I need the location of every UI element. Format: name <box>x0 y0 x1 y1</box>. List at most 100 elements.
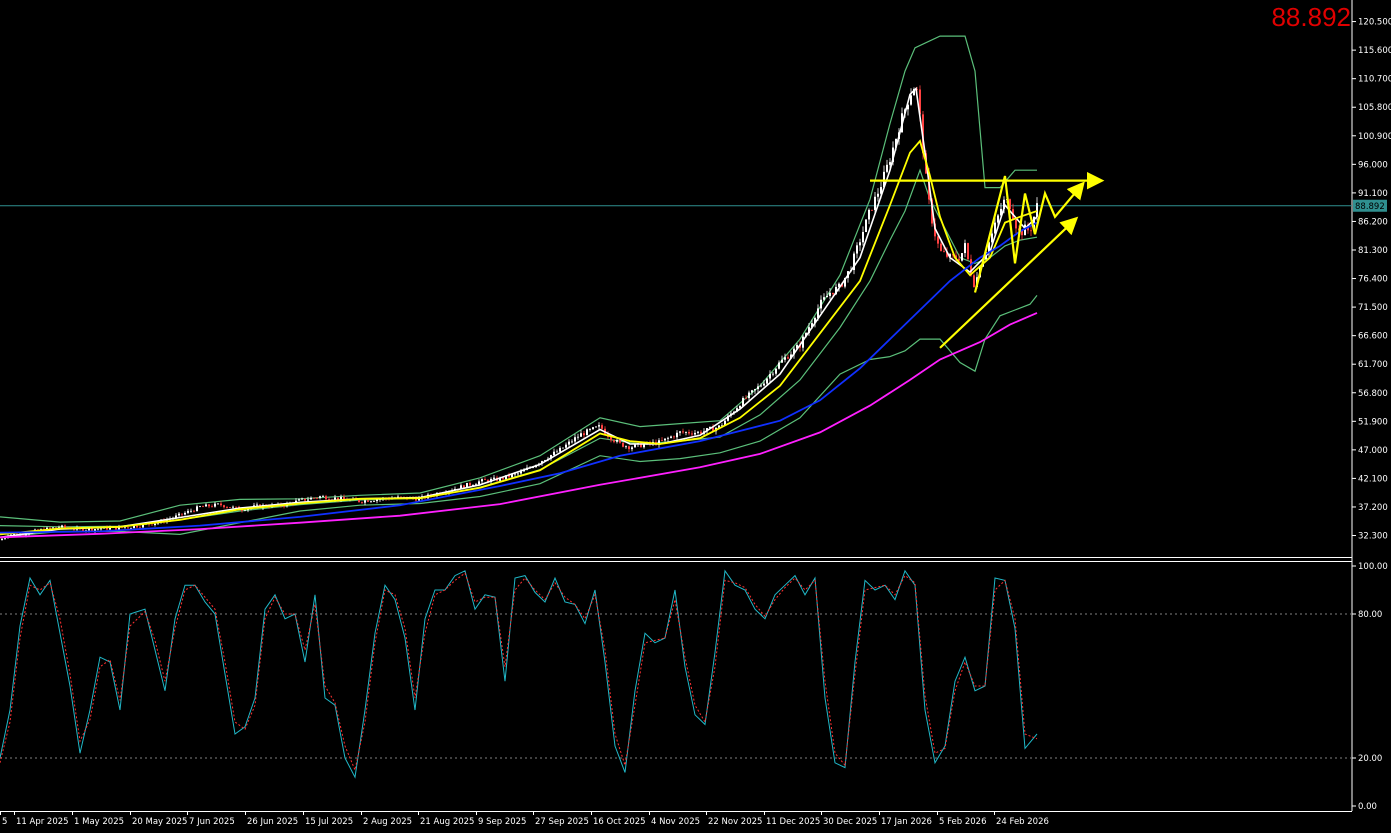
candle-body <box>802 336 804 348</box>
candle-body <box>25 534 27 536</box>
stoch-tick-label: 0.00 <box>1358 802 1377 812</box>
time-tick-label: 5 Feb 2026 <box>939 817 987 827</box>
candle-body <box>508 475 510 478</box>
candle-body <box>556 451 558 453</box>
candle-body <box>304 498 306 501</box>
candle-body <box>337 497 339 500</box>
candle-body <box>625 446 627 448</box>
candle-body <box>367 500 369 502</box>
candle-body <box>127 527 129 529</box>
time-tick-label: 26 Jun 2025 <box>247 817 298 827</box>
candle-body <box>835 286 837 295</box>
candle-body <box>511 474 513 478</box>
time-tick-label: 21 Aug 2025 <box>420 817 474 827</box>
bollinger_upper-line <box>0 35 1037 523</box>
candle-body <box>751 390 753 393</box>
candle-body <box>499 477 501 481</box>
candle-body <box>643 444 645 448</box>
time-tick-label: 27 Sep 2025 <box>535 817 589 827</box>
candle-body <box>118 526 120 530</box>
candle-body <box>481 479 483 482</box>
candle-body <box>634 444 636 448</box>
price-tick-label: 96.000 <box>1358 160 1388 170</box>
candle-body <box>787 357 789 359</box>
candle-body <box>844 277 846 287</box>
candle-body <box>478 481 480 485</box>
candle-body <box>214 503 216 507</box>
candle-body <box>586 429 588 436</box>
candle-body <box>175 515 177 518</box>
candle-body <box>760 385 762 387</box>
candle-body <box>874 196 876 210</box>
candle-body <box>739 405 741 409</box>
candle-body <box>49 527 51 529</box>
candle-body <box>241 510 243 511</box>
candle-body <box>691 433 693 435</box>
candle-body <box>1 538 3 541</box>
candle-body <box>871 209 873 211</box>
time-tick-label: 22 Nov 2025 <box>708 817 762 827</box>
candle-body <box>580 433 582 437</box>
candle-body <box>484 479 486 481</box>
price-tick-label: 71.500 <box>1358 303 1388 313</box>
candle-body <box>664 438 666 441</box>
candle-body <box>817 308 819 318</box>
candle-body <box>1003 199 1005 209</box>
candle-body <box>991 233 993 243</box>
candle-body <box>790 354 792 359</box>
time-tick-label: 24 Feb 2026 <box>996 817 1049 827</box>
candle-body <box>1036 203 1038 217</box>
stoch-tick-label: 20.00 <box>1358 754 1382 764</box>
current-price-box <box>1353 199 1387 212</box>
candle-body <box>967 243 969 260</box>
candle-body <box>949 254 951 257</box>
candle-body <box>610 436 612 441</box>
candle-body <box>571 441 573 443</box>
time-tick-label: 15 Jul 2025 <box>305 817 353 827</box>
candle-body <box>937 236 939 244</box>
price-tick-label: 47.000 <box>1358 446 1388 456</box>
candle-body <box>916 88 918 90</box>
candle-body <box>1024 224 1026 236</box>
time-tick-label: 17 Jan 2026 <box>881 817 932 827</box>
stoch-main-line <box>0 569 1038 779</box>
candle-body <box>244 510 246 512</box>
time-tick-label: 2 Aug 2025 <box>363 817 412 827</box>
candle-body <box>502 477 504 480</box>
stoch-signal-line <box>0 572 1038 772</box>
candle-body <box>523 469 525 472</box>
candle-body <box>919 89 921 115</box>
candle-body <box>727 415 729 421</box>
candle-body <box>781 359 783 363</box>
candle-body <box>694 432 696 435</box>
candle-body <box>820 299 822 309</box>
candle-body <box>943 250 945 252</box>
candle-body <box>676 432 678 438</box>
candle-body <box>859 242 861 246</box>
candle-body <box>58 527 60 529</box>
price-tick-label: 37.200 <box>1358 503 1388 513</box>
candle-body <box>658 440 660 445</box>
candle-body <box>301 498 303 500</box>
candle-body <box>307 499 309 501</box>
candle-body <box>532 467 534 469</box>
candle-body <box>583 433 585 436</box>
candle-body <box>154 523 156 526</box>
candle-body <box>1021 230 1023 236</box>
candle-body <box>688 432 690 434</box>
candle-body <box>1015 219 1017 229</box>
ma_fast-line <box>0 86 1038 539</box>
candle-body <box>226 507 228 508</box>
candle-body <box>673 436 675 438</box>
candle-body <box>910 95 912 105</box>
candle-body <box>826 295 828 298</box>
candle-body <box>700 431 702 434</box>
candle-body <box>73 529 75 531</box>
candle-body <box>598 425 600 427</box>
candle-body <box>667 437 669 439</box>
candle-body <box>796 345 798 349</box>
candle-body <box>4 537 6 539</box>
candle-body <box>505 475 507 480</box>
